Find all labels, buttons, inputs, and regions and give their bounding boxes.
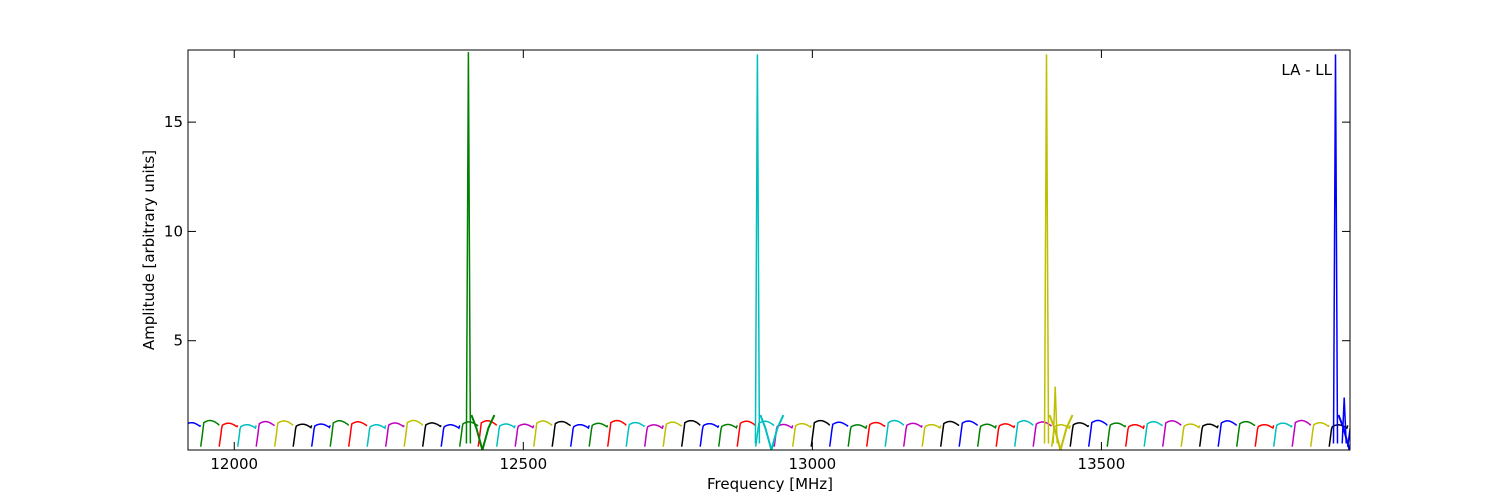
baseline-segment: [1161, 420, 1182, 447]
baseline-segment: [1272, 422, 1293, 447]
baseline-segment: [1069, 422, 1090, 447]
baseline-segment: [532, 420, 553, 447]
spike-notch: [470, 414, 496, 450]
spike-notch: [1337, 414, 1350, 450]
baseline-segment: [440, 424, 461, 447]
baseline-segment: [606, 419, 627, 447]
baseline-segment: [791, 422, 812, 447]
baseline-segment: [273, 420, 294, 447]
spike-mark: [1341, 397, 1347, 444]
baseline-segment: [810, 419, 831, 447]
annotation-label: LA - LL: [1281, 61, 1332, 79]
baseline-segment: [255, 420, 275, 447]
baseline-segment: [1328, 424, 1349, 447]
spike-mark: [1332, 54, 1339, 444]
spike-mark: [754, 54, 761, 444]
baseline-segment: [495, 423, 516, 447]
baseline-segment: [625, 421, 646, 447]
baseline-segment: [736, 420, 757, 447]
baseline-segment: [1180, 423, 1201, 447]
baseline-segment: [921, 423, 942, 447]
baseline-segment: [828, 421, 849, 447]
plot-frame: [187, 49, 1351, 451]
baseline-segment: [958, 420, 979, 447]
series-lines: [188, 52, 1350, 450]
spike-mark: [465, 52, 472, 444]
baseline-segment: [569, 423, 590, 447]
baseline-segment: [865, 421, 886, 447]
baseline-segment: [236, 423, 257, 447]
baseline-segment: [699, 422, 720, 447]
baseline-segment: [477, 420, 498, 447]
spike-notch: [759, 414, 785, 450]
baseline-segment: [188, 421, 202, 428]
baseline-segment: [717, 423, 738, 447]
baseline-segment: [884, 419, 905, 447]
baseline-segment: [1217, 420, 1238, 447]
y-tick-label: 5: [173, 332, 183, 350]
baseline-segment: [1143, 421, 1163, 447]
y-axis-label: Amplitude [arbitrary units]: [140, 150, 158, 350]
baseline-segment: [643, 424, 664, 447]
x-tick-label: 12000: [210, 455, 258, 473]
x-tick-label: 13000: [788, 455, 836, 473]
baseline-segment: [680, 419, 701, 447]
axis-ticks: 12000 12500 13000 13500 5 10 15: [164, 50, 1350, 473]
baseline-segment: [1013, 419, 1034, 447]
spike-mark: [1052, 386, 1058, 444]
baseline-segment: [1235, 420, 1256, 447]
baseline-segment: [662, 421, 683, 447]
baseline-segment: [384, 422, 405, 447]
baseline-segment: [1087, 419, 1108, 447]
baseline-segment: [588, 422, 609, 447]
baseline-segment: [1124, 424, 1145, 447]
baseline-segment: [847, 424, 868, 447]
baseline-segment: [403, 419, 424, 447]
x-tick-label: 12500: [499, 455, 547, 473]
baseline-segment: [514, 423, 535, 447]
baseline-segment: [310, 423, 331, 447]
baseline-segment: [902, 422, 923, 447]
x-axis-label: Frequency [MHz]: [707, 475, 833, 493]
baseline-segment: [421, 422, 442, 447]
y-tick-label: 10: [164, 222, 183, 240]
spike-mark: [1043, 54, 1050, 444]
spike-notch: [1048, 414, 1074, 450]
baseline-segment: [939, 420, 960, 447]
baseline-segment: [976, 423, 997, 447]
baseline-segment: [1106, 422, 1127, 447]
baseline-segment: [1309, 421, 1330, 447]
baseline-segment: [1291, 419, 1312, 447]
baseline-segment: [1198, 423, 1219, 447]
baseline-segment: [347, 421, 368, 447]
baseline-segment: [551, 420, 571, 447]
baseline-segment: [199, 419, 220, 447]
y-tick-label: 15: [164, 113, 183, 131]
baseline-segment: [329, 420, 350, 447]
baseline-segment: [1254, 423, 1275, 447]
baseline-segment: [366, 424, 387, 447]
baseline-segment: [995, 423, 1016, 447]
baseline-segment: [292, 423, 313, 447]
x-tick-label: 13500: [1078, 455, 1126, 473]
baseline-segment: [218, 422, 239, 447]
